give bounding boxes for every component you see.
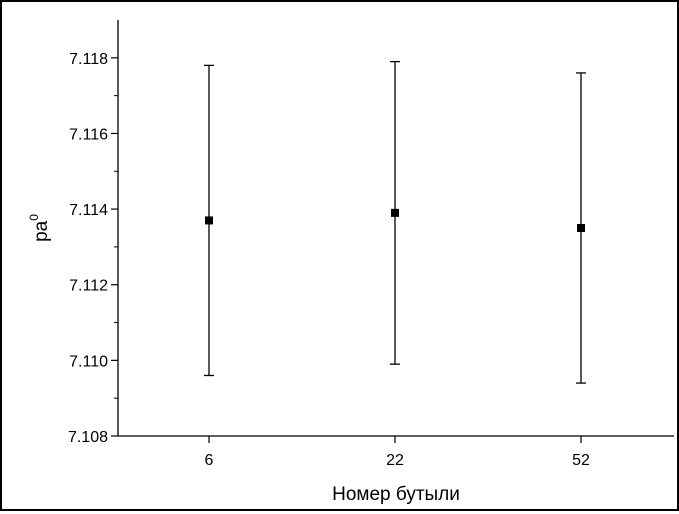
data-point	[391, 208, 399, 217]
x-ticks: 6 22 52	[205, 436, 590, 469]
x-tick-label: 52	[572, 452, 590, 469]
y-axis-label: pa0	[27, 214, 52, 242]
y-tick-label: 7.112	[69, 278, 108, 295]
data-point	[205, 216, 213, 225]
y-tick-label: 7.116	[69, 126, 108, 143]
y-tick-label: 7.114	[69, 202, 108, 219]
axes	[117, 20, 674, 437]
y-tick-label: 7.118	[69, 51, 108, 68]
data-point	[577, 224, 585, 232]
x-tick-label: 6	[205, 452, 214, 469]
y-tick-label: 7.110	[69, 353, 108, 370]
y-tick-label: 7.108	[68, 429, 108, 446]
x-tick-label: 22	[386, 452, 404, 469]
data-marks	[204, 60, 586, 384]
x-axis-label: Номер бутыли	[332, 484, 460, 505]
y-axis-label-superscript: 0	[27, 214, 41, 221]
y-ticks: 7.108 7.110 7.112 7.114 7.116 7.118	[68, 51, 118, 446]
y-axis-label-main: pa	[31, 220, 52, 242]
